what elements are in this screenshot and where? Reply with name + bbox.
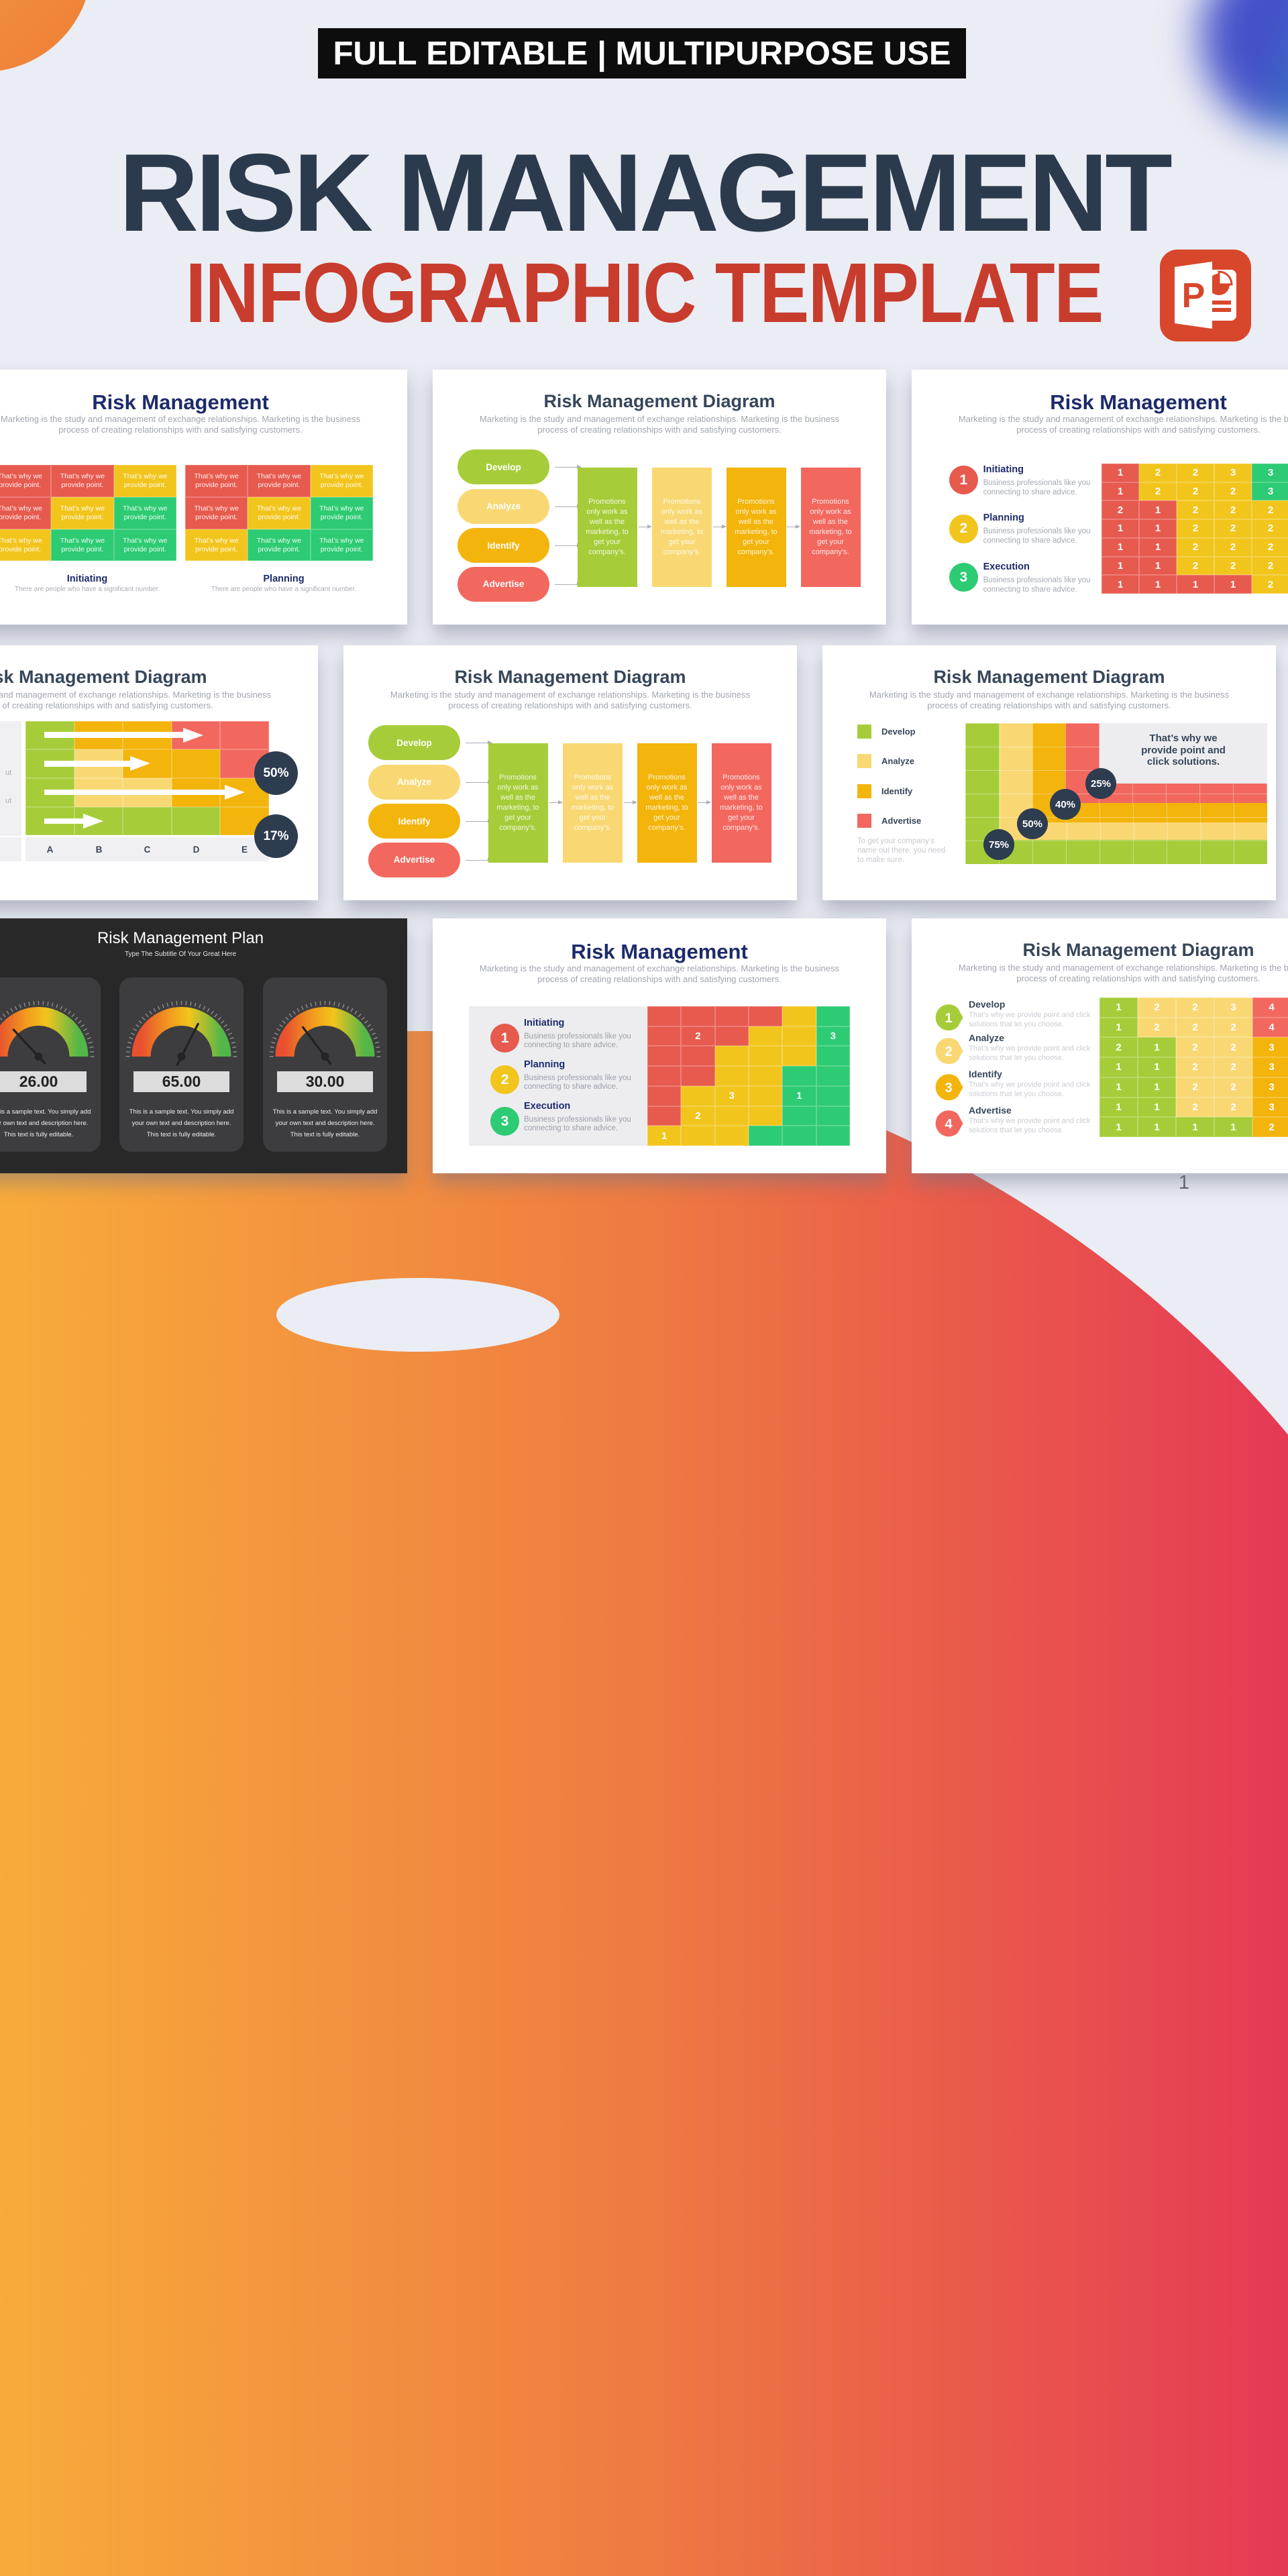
svg-text:1: 1 (945, 1011, 952, 1026)
svg-text:4: 4 (945, 1117, 953, 1132)
svg-text:3: 3 (945, 1081, 952, 1095)
svg-text:P: P (1182, 276, 1205, 315)
svg-text:2: 2 (945, 1044, 952, 1059)
